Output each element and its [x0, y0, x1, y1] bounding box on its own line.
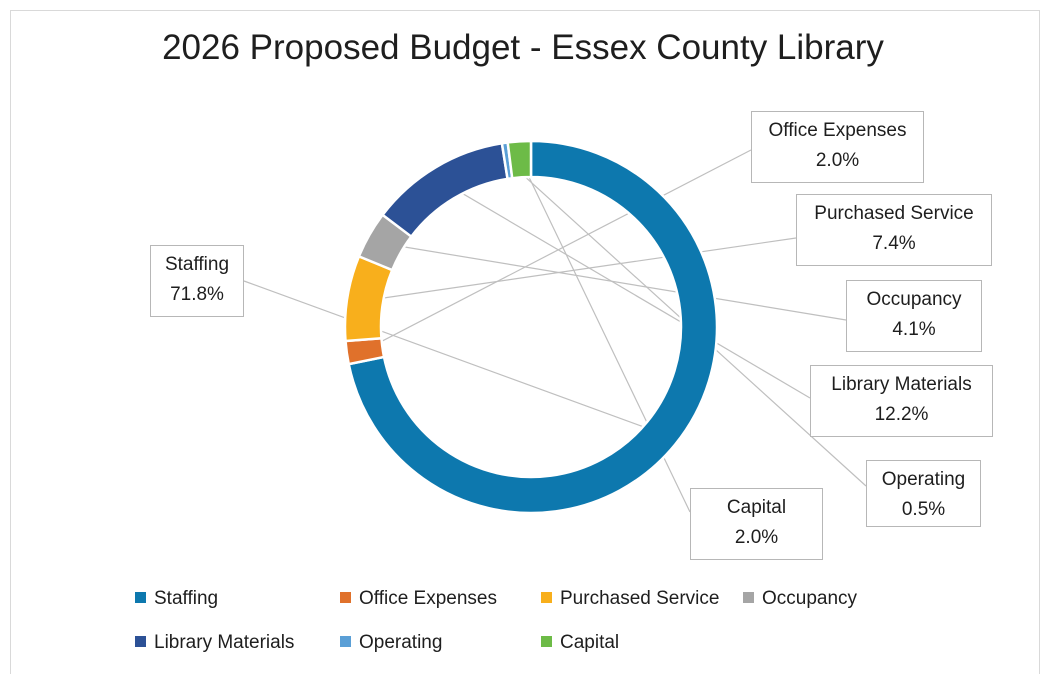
legend-label: Office Expenses: [359, 588, 498, 609]
legend-label: Library Materials: [154, 632, 295, 653]
legend-swatch: [135, 636, 146, 647]
leader-line-staffing: [243, 280, 662, 434]
data-label-name: Office Expenses: [768, 120, 907, 141]
data-label-staffing: Staffing 71.8%: [150, 245, 244, 317]
legend-label: Capital: [560, 632, 620, 653]
leader-line-purchased-service: [364, 237, 797, 302]
data-label-capital: Capital 2.0%: [690, 488, 823, 560]
slice-purchased-service: [343, 254, 394, 343]
data-label-name: Library Materials: [831, 374, 972, 395]
data-label-library-materials: Library Materials 12.2%: [810, 365, 993, 437]
legend-swatch: [541, 636, 552, 647]
data-label-name: Operating: [881, 469, 966, 490]
chart-frame: [10, 10, 1040, 674]
legend-swatch: [135, 592, 146, 603]
leader-line-library-materials: [444, 182, 811, 399]
legend-item-capital: Capital: [541, 632, 619, 654]
legend-swatch: [743, 592, 754, 603]
legend-item-operating: Operating: [340, 632, 442, 654]
data-label-occupancy: Occupancy 4.1%: [846, 280, 982, 352]
legend-label: Occupancy: [762, 588, 858, 609]
legend-item-occupancy: Occupancy: [743, 588, 857, 610]
legend-swatch: [541, 592, 552, 603]
legend-item-library-materials: Library Materials: [135, 632, 294, 654]
data-label-value: 2.0%: [734, 527, 779, 548]
legend-item-staffing: Staffing: [135, 588, 218, 610]
data-label-name: Purchased Service: [814, 203, 974, 224]
data-label-value: 0.5%: [901, 499, 946, 520]
legend-label: Operating: [359, 632, 443, 653]
data-label-value: 2.0%: [815, 150, 860, 171]
legend-swatch: [340, 636, 351, 647]
legend-label: Staffing: [154, 588, 219, 609]
data-label-value: 7.4%: [872, 233, 916, 254]
data-label-value: 71.8%: [170, 284, 224, 305]
legend-item-purchased-service: Purchased Service: [541, 588, 719, 610]
data-label-value: 12.2%: [874, 404, 929, 425]
legend-item-office-expenses: Office Expenses: [340, 588, 497, 610]
data-label-office-expenses: Office Expenses 2.0%: [751, 111, 924, 183]
data-label-value: 4.1%: [892, 319, 936, 340]
chart-title: 2026 Proposed Budget - Essex County Libr…: [162, 28, 884, 67]
doughnut-slices: [343, 139, 719, 515]
leader-lines: [243, 149, 867, 513]
slice-staffing: [347, 139, 719, 515]
data-label-name: Staffing: [164, 254, 230, 275]
slice-library-materials: [380, 141, 509, 239]
leader-line-occupancy: [384, 243, 847, 321]
data-label-purchased-service: Purchased Service 7.4%: [796, 194, 992, 266]
legend-label: Purchased Service: [560, 588, 720, 609]
legend-swatch: [340, 592, 351, 603]
data-label-operating: Operating 0.5%: [866, 460, 981, 527]
slice-capital: [506, 139, 533, 180]
data-label-name: Occupancy: [866, 289, 962, 310]
data-label-name: Capital: [726, 497, 787, 518]
